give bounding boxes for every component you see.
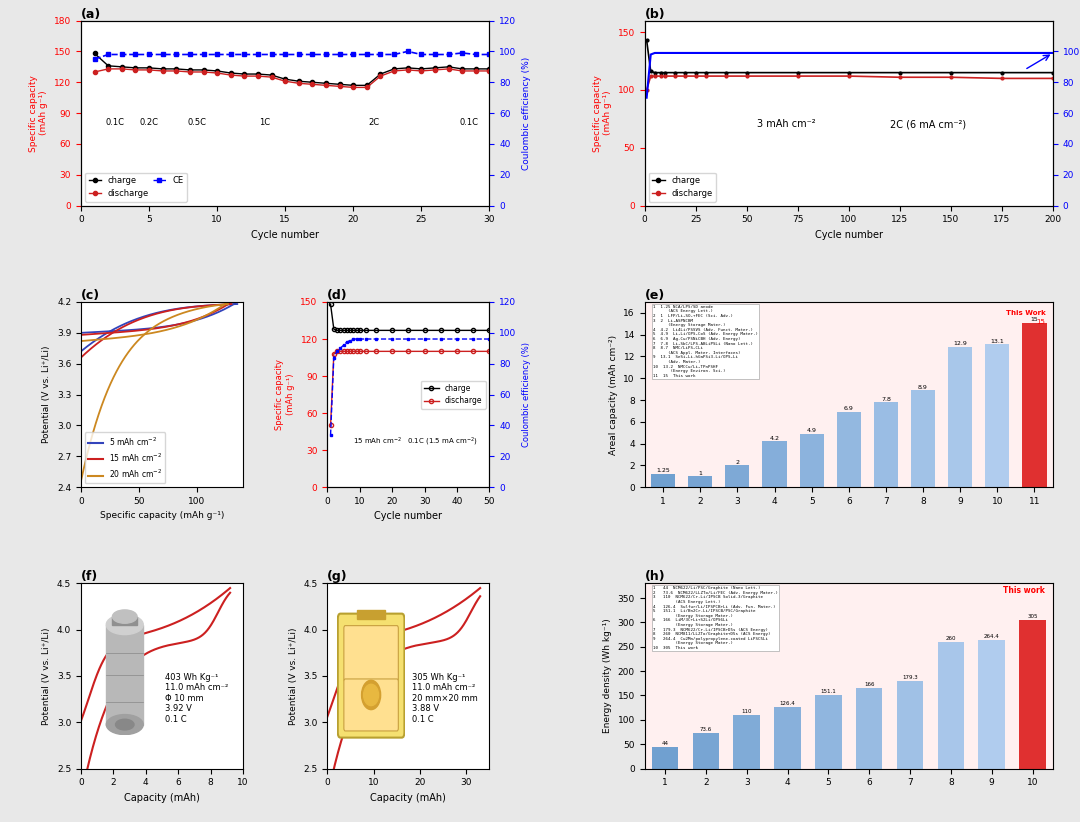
Text: 0.5C: 0.5C <box>187 118 206 127</box>
Text: 15 mAh cm$^{-2}$   0.1C (1.5 mA cm$^{-2}$): 15 mAh cm$^{-2}$ 0.1C (1.5 mA cm$^{-2}$) <box>353 436 478 448</box>
Text: 305: 305 <box>1027 614 1038 619</box>
Y-axis label: Coulombic efficiency (%): Coulombic efficiency (%) <box>522 342 531 447</box>
Bar <box>896 681 923 769</box>
Bar <box>874 402 897 487</box>
X-axis label: Capacity (mAh): Capacity (mAh) <box>370 793 446 803</box>
Text: (d): (d) <box>327 289 348 302</box>
Y-axis label: Specific capacity
(mAh g⁻¹): Specific capacity (mAh g⁻¹) <box>275 359 295 430</box>
Bar <box>837 412 861 487</box>
Text: This Work: This Work <box>1005 310 1045 316</box>
Text: 166: 166 <box>864 681 875 686</box>
Bar <box>799 434 824 487</box>
Bar <box>762 441 786 487</box>
Text: 2C: 2C <box>368 118 379 127</box>
Text: 1: 1 <box>699 471 702 476</box>
Y-axis label: Areal capacity (mAh cm⁻²): Areal capacity (mAh cm⁻²) <box>609 335 618 455</box>
Bar <box>948 347 972 487</box>
Text: 0.1C: 0.1C <box>106 118 124 127</box>
Legend: charge, discharge: charge, discharge <box>420 381 486 409</box>
Text: 2C (6 mA cm⁻²): 2C (6 mA cm⁻²) <box>890 119 966 129</box>
Text: (g): (g) <box>327 570 348 584</box>
Y-axis label: Potential (V vs. Li⁺/Li): Potential (V vs. Li⁺/Li) <box>288 627 298 725</box>
Text: This work: This work <box>1003 586 1044 595</box>
Bar <box>1023 323 1047 487</box>
Bar <box>774 707 800 769</box>
Bar <box>651 747 678 769</box>
Legend: 5 mAh cm$^{-2}$, 15 mAh cm$^{-2}$, 20 mAh cm$^{-2}$: 5 mAh cm$^{-2}$, 15 mAh cm$^{-2}$, 20 mA… <box>85 432 165 483</box>
Text: 1  1.25 NCA/LPS/SD anode
      (ACS Energy Lett.)
2  1  LFP/Li₂SO₄+FEC (Sci. Adv: 1 1.25 NCA/LPS/SD anode (ACS Energy Lett… <box>652 305 758 378</box>
X-axis label: Specific capacity (mAh g⁻¹): Specific capacity (mAh g⁻¹) <box>99 511 225 520</box>
Text: 73.6: 73.6 <box>700 727 712 732</box>
Text: 264.4: 264.4 <box>984 634 1000 639</box>
Bar <box>978 640 1005 769</box>
Text: 6.9: 6.9 <box>843 406 853 411</box>
Y-axis label: Potential (V vs. Li⁺/Li): Potential (V vs. Li⁺/Li) <box>42 346 52 443</box>
Bar <box>688 476 713 487</box>
X-axis label: Capacity (mAh): Capacity (mAh) <box>124 793 200 803</box>
Text: (b): (b) <box>645 7 665 21</box>
Text: 305 Wh Kg⁻¹
11.0 mAh cm⁻²
20 mm×20 mm
3.88 V
0.1 C: 305 Wh Kg⁻¹ 11.0 mAh cm⁻² 20 mm×20 mm 3.… <box>411 673 477 723</box>
X-axis label: Cycle number: Cycle number <box>252 230 320 240</box>
Text: (a): (a) <box>81 7 102 21</box>
Text: 1   44  NCM622/Li/PSC/Graphite (Nano Lett.)
2   73.6  NCM622/LLZTo/Li/FEC (Adv. : 1 44 NCM622/Li/PSC/Graphite (Nano Lett.)… <box>652 586 778 650</box>
Text: 1.25: 1.25 <box>657 468 670 473</box>
Bar <box>733 715 760 769</box>
Text: 8.9: 8.9 <box>918 385 928 390</box>
Text: 7.8: 7.8 <box>881 396 891 402</box>
Y-axis label: Potential (V vs. Li⁺/Li): Potential (V vs. Li⁺/Li) <box>42 627 52 725</box>
Bar <box>1020 620 1045 769</box>
Text: (c): (c) <box>81 289 100 302</box>
Y-axis label: Specific capacity
(mAh g⁻¹): Specific capacity (mAh g⁻¹) <box>29 75 49 151</box>
Text: 179.3: 179.3 <box>902 675 918 681</box>
Legend: charge, discharge: charge, discharge <box>649 173 716 201</box>
Text: 15: 15 <box>1030 317 1038 322</box>
Y-axis label: Specific capacity
(mAh g⁻¹): Specific capacity (mAh g⁻¹) <box>593 75 612 151</box>
Text: (h): (h) <box>645 570 665 584</box>
Bar <box>651 473 675 487</box>
Text: 15: 15 <box>1037 319 1045 325</box>
Text: 260: 260 <box>946 636 956 641</box>
Bar <box>912 390 935 487</box>
Text: 3 mAh cm⁻²: 3 mAh cm⁻² <box>757 119 815 129</box>
Text: 2: 2 <box>735 459 740 464</box>
Text: (f): (f) <box>81 570 98 584</box>
Text: 4.2: 4.2 <box>770 436 780 441</box>
Bar <box>937 642 964 769</box>
Bar <box>856 688 882 769</box>
Text: 12.9: 12.9 <box>954 341 967 346</box>
Y-axis label: Energy density (Wh kg⁻¹): Energy density (Wh kg⁻¹) <box>603 619 612 733</box>
Bar <box>692 732 719 769</box>
X-axis label: Cycle number: Cycle number <box>814 230 882 240</box>
Bar <box>726 465 750 487</box>
Legend: charge, discharge, CE: charge, discharge, CE <box>85 173 187 201</box>
Text: 110: 110 <box>742 709 752 714</box>
Text: 4.9: 4.9 <box>807 428 816 433</box>
Text: 126.4: 126.4 <box>780 701 795 706</box>
Text: 151.1: 151.1 <box>821 689 836 694</box>
Text: 0.1C: 0.1C <box>459 118 478 127</box>
Y-axis label: Coulombic efficiency (%): Coulombic efficiency (%) <box>522 57 531 170</box>
Bar <box>985 344 1010 487</box>
Bar <box>815 695 841 769</box>
Text: 1C: 1C <box>259 118 270 127</box>
Text: 0.2C: 0.2C <box>139 118 159 127</box>
X-axis label: Cycle number: Cycle number <box>375 511 443 521</box>
Text: 13.1: 13.1 <box>990 339 1004 344</box>
Text: (e): (e) <box>645 289 665 302</box>
Text: 44: 44 <box>662 741 669 746</box>
Text: 403 Wh Kg⁻¹
11.0 mAh cm⁻²
Φ 10 mm
3.92 V
0.1 C: 403 Wh Kg⁻¹ 11.0 mAh cm⁻² Φ 10 mm 3.92 V… <box>165 673 229 723</box>
